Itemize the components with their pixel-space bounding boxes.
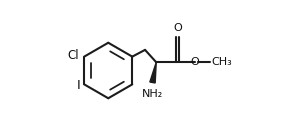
Text: CH₃: CH₃ xyxy=(212,57,232,67)
Text: Cl: Cl xyxy=(68,49,79,62)
Polygon shape xyxy=(150,62,156,83)
Text: I: I xyxy=(76,79,80,92)
Text: NH₂: NH₂ xyxy=(142,89,163,99)
Text: O: O xyxy=(173,23,182,33)
Text: O: O xyxy=(190,57,199,67)
